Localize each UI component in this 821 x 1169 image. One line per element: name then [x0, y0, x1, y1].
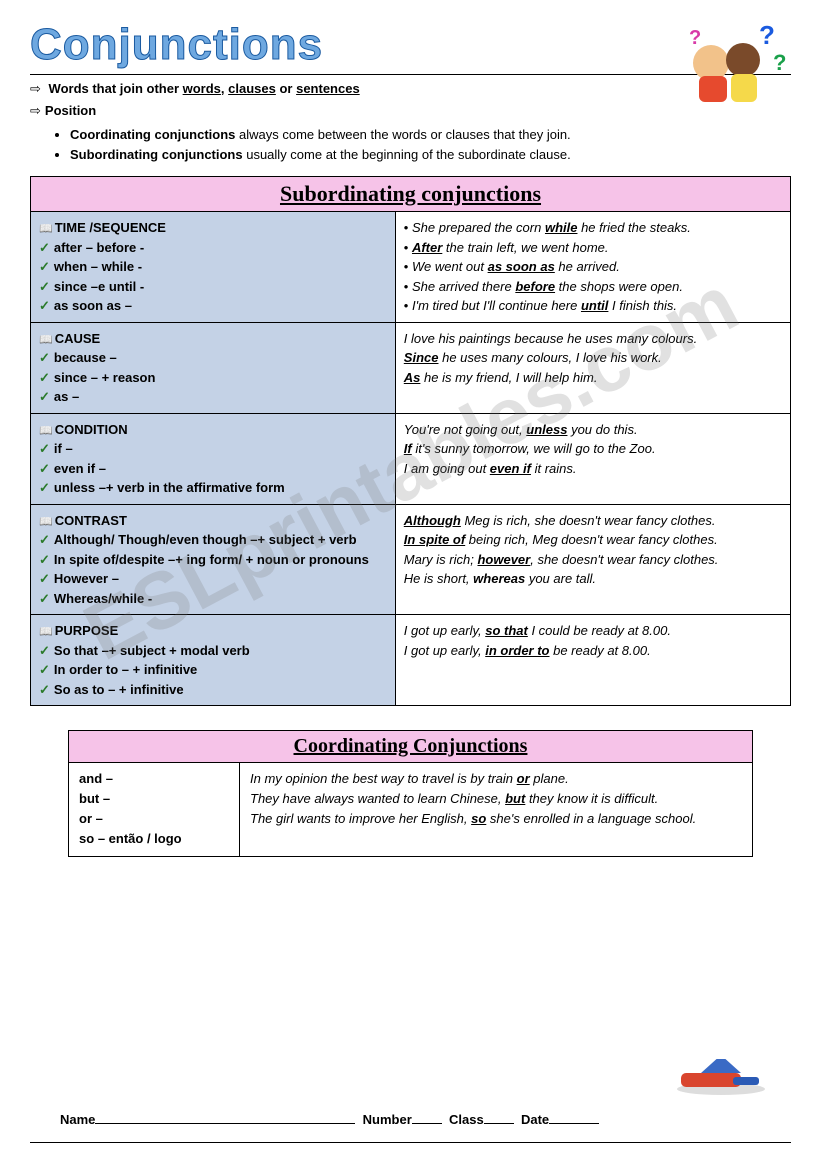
coord-heading: Coordinating Conjunctions	[69, 731, 753, 763]
example-line: She prepared the corn while he fried the…	[404, 218, 782, 238]
subord-left-cell: CONDITIONif –even if –unless –+ verb in …	[31, 413, 396, 504]
subord-right-cell: She prepared the corn while he fried the…	[395, 212, 790, 323]
conj-item: when – while -	[39, 257, 387, 277]
example-line: In spite of being rich, Meg doesn't wear…	[404, 530, 782, 550]
position-label: Position	[30, 103, 791, 119]
position-bullet: Subordinating conjunctions usually come …	[70, 145, 791, 165]
conj-item: Whereas/while -	[39, 589, 387, 609]
subord-right-cell: I love his paintings because he uses man…	[395, 322, 790, 413]
conj-item: as –	[39, 387, 387, 407]
position-bullets: Coordinating conjunctions always come be…	[70, 125, 791, 164]
example-line: The girl wants to improve her English, s…	[250, 809, 742, 829]
conj-item: after – before -	[39, 238, 387, 258]
svg-text:?: ?	[759, 20, 775, 50]
page-title: Conjunctions	[30, 20, 791, 70]
coord-left-cell: and –but –or –so – então / logo	[69, 763, 240, 857]
student-lying-book-clipart	[671, 1037, 771, 1097]
conj-item: as soon as –	[39, 296, 387, 316]
subord-left-cell: CAUSEbecause –since – + reasonas –	[31, 322, 396, 413]
conj-item: So that –+ subject + modal verb	[39, 641, 387, 661]
subord-heading: Subordinating conjunctions	[31, 177, 791, 212]
footer-rule	[30, 1142, 791, 1143]
title-underline	[30, 74, 791, 75]
example-line: I got up early, so that I could be ready…	[404, 621, 782, 641]
svg-text:?: ?	[689, 27, 701, 49]
conj-item: because –	[39, 348, 387, 368]
conj-item: In spite of/despite –+ ing form/ + noun …	[39, 550, 387, 570]
subord-left-cell: CONTRASTAlthough/ Though/even though –+ …	[31, 504, 396, 615]
coord-item: and –	[79, 769, 229, 789]
subord-left-cell: PURPOSESo that –+ subject + modal verbIn…	[31, 615, 396, 706]
example-line: I am going out even if it rains.	[404, 459, 782, 479]
subord-right-cell: You're not going out, unless you do this…	[395, 413, 790, 504]
conj-item: even if –	[39, 459, 387, 479]
coord-right-cell: In my opinion the best way to travel is …	[240, 763, 753, 857]
coord-item: or –	[79, 809, 229, 829]
def-prefix: Words that join other	[49, 81, 183, 96]
example-line: Mary is rich; however, she doesn't wear …	[404, 550, 782, 570]
conj-item: Although/ Though/even though –+ subject …	[39, 530, 387, 550]
footer-number-label: Number	[363, 1112, 412, 1127]
subordinating-table: Subordinating conjunctions TIME /SEQUENC…	[30, 176, 791, 706]
conj-item: So as to – + infinitive	[39, 680, 387, 700]
conj-item: In order to – + infinitive	[39, 660, 387, 680]
coordinating-table: Coordinating Conjunctions and –but –or –…	[68, 730, 753, 857]
subord-right-cell: I got up early, so that I could be ready…	[395, 615, 790, 706]
position-bullet: Coordinating conjunctions always come be…	[70, 125, 791, 145]
svg-text:?: ?	[773, 50, 786, 75]
example-line: We went out as soon as he arrived.	[404, 257, 782, 277]
example-line: After the train left, we went home.	[404, 238, 782, 258]
conj-item: since – + reason	[39, 368, 387, 388]
definition-line: Words that join other words, clauses or …	[30, 81, 791, 97]
conj-item: unless –+ verb in the affirmative form	[39, 478, 387, 498]
coord-item: so – então / logo	[79, 829, 229, 849]
subord-left-cell: TIME /SEQUENCEafter – before -when – whi…	[31, 212, 396, 323]
example-line: As he is my friend, I will help him.	[404, 368, 782, 388]
conj-item: since –e until -	[39, 277, 387, 297]
example-line: Since he uses many colours, I love his w…	[404, 348, 782, 368]
example-line: Although Meg is rich, she doesn't wear f…	[404, 511, 782, 531]
example-line: In my opinion the best way to travel is …	[250, 769, 742, 789]
example-line: She arrived there before the shops were …	[404, 277, 782, 297]
example-line: You're not going out, unless you do this…	[404, 420, 782, 440]
example-line: They have always wanted to learn Chinese…	[250, 789, 742, 809]
conj-item: if –	[39, 439, 387, 459]
example-line: I got up early, in order to be ready at …	[404, 641, 782, 661]
example-line: I'm tired but I'll continue here until I…	[404, 296, 782, 316]
def-sentences: sentences	[296, 81, 360, 96]
footer-class-label: Class	[449, 1112, 484, 1127]
subord-right-cell: Although Meg is rich, she doesn't wear f…	[395, 504, 790, 615]
def-words: words	[183, 81, 221, 96]
footer-name-label: Name	[60, 1112, 95, 1127]
example-line: If it's sunny tomorrow, we will go to th…	[404, 439, 782, 459]
example-line: He is short, whereas you are tall.	[404, 569, 782, 589]
children-questionmarks-clipart: ? ? ?	[681, 18, 791, 108]
def-clauses: clauses	[228, 81, 276, 96]
footer-date-label: Date	[521, 1112, 549, 1127]
coord-item: but –	[79, 789, 229, 809]
example-line: I love his paintings because he uses man…	[404, 329, 782, 349]
footer-fields: Name Number Class Date	[60, 1112, 761, 1127]
conj-item: However –	[39, 569, 387, 589]
